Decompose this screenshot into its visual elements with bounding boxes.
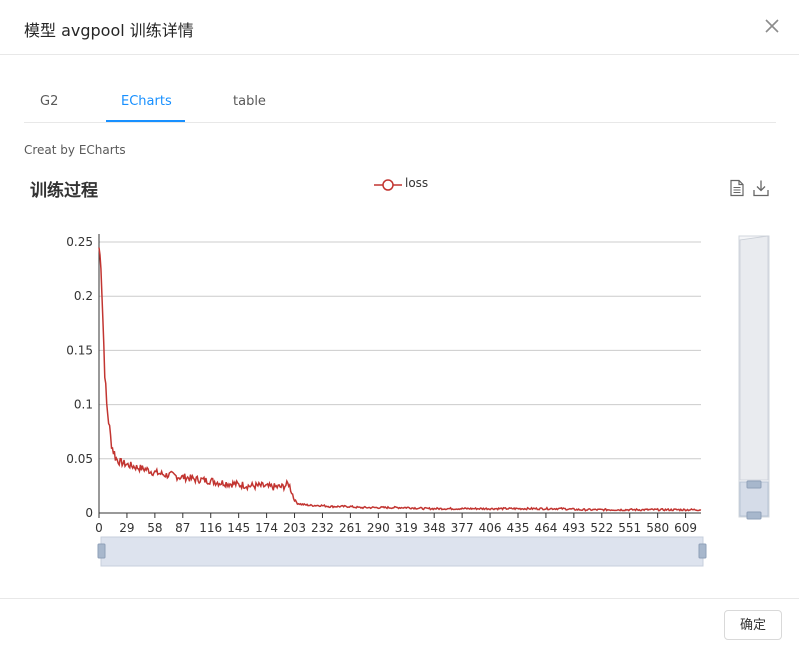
x-tick-label: 145 bbox=[227, 521, 250, 535]
confirm-button[interactable]: 确定 bbox=[724, 610, 782, 640]
x-tick-label: 493 bbox=[562, 521, 585, 535]
x-tick-label: 348 bbox=[423, 521, 446, 535]
x-tick-label: 232 bbox=[311, 521, 334, 535]
x-tick-label: 406 bbox=[479, 521, 502, 535]
dialog-header: 模型 avgpool 训练详情 bbox=[0, 0, 799, 55]
x-tick-label: 290 bbox=[367, 521, 390, 535]
dialog-footer bbox=[0, 598, 799, 647]
x-tick-label: 377 bbox=[451, 521, 474, 535]
y-tick-label: 0.2 bbox=[74, 289, 93, 303]
data-view-icon[interactable] bbox=[728, 179, 746, 197]
tab-echarts[interactable]: ECharts bbox=[121, 94, 172, 109]
x-tick-label: 464 bbox=[534, 521, 557, 535]
x-tick-label: 522 bbox=[590, 521, 613, 535]
legend-line-icon bbox=[374, 179, 402, 191]
x-tick-label: 551 bbox=[618, 521, 641, 535]
x-tick-label: 29 bbox=[119, 521, 134, 535]
legend-label: loss bbox=[405, 176, 429, 190]
y-datazoom-shadow bbox=[739, 235, 769, 481]
y-datazoom-handle-bottom[interactable] bbox=[746, 511, 762, 520]
y-datazoom-window[interactable] bbox=[739, 481, 769, 517]
y-datazoom-track[interactable] bbox=[738, 235, 770, 518]
close-icon[interactable] bbox=[760, 14, 784, 38]
y-tick-label: 0 bbox=[85, 506, 93, 520]
x-datazoom-handle-start[interactable] bbox=[97, 543, 106, 559]
x-tick-label: 203 bbox=[283, 521, 306, 535]
tab-table[interactable]: table bbox=[233, 94, 266, 109]
x-tick-label: 58 bbox=[147, 521, 162, 535]
tab-bar: G2 ECharts table bbox=[24, 80, 776, 123]
x-tick-label: 609 bbox=[674, 521, 697, 535]
dialog-title: 模型 avgpool 训练详情 bbox=[24, 21, 194, 40]
loss-series-line bbox=[98, 247, 702, 512]
save-as-image-icon[interactable] bbox=[752, 179, 770, 197]
y-tick-label: 0.15 bbox=[66, 343, 93, 357]
creat-by-label: Creat by ECharts bbox=[24, 143, 126, 157]
tab-g2[interactable]: G2 bbox=[40, 94, 59, 109]
x-tick-label: 116 bbox=[199, 521, 222, 535]
chart-title: 训练过程 bbox=[30, 181, 98, 201]
x-tick-label: 87 bbox=[175, 521, 190, 535]
x-tick-label: 174 bbox=[255, 521, 278, 535]
x-tick-label: 319 bbox=[395, 521, 418, 535]
x-tick-label: 580 bbox=[646, 521, 669, 535]
x-tick-label: 435 bbox=[507, 521, 530, 535]
y-tick-label: 0.1 bbox=[74, 398, 93, 412]
x-datazoom-slider[interactable] bbox=[100, 536, 704, 567]
x-datazoom-handle-end[interactable] bbox=[698, 543, 707, 559]
y-tick-label: 0.25 bbox=[66, 235, 93, 249]
y-datazoom-handle-top[interactable] bbox=[746, 480, 762, 489]
y-tick-label: 0.05 bbox=[66, 452, 93, 466]
x-tick-label: 0 bbox=[95, 521, 103, 535]
x-tick-label: 261 bbox=[339, 521, 362, 535]
tab-active-indicator bbox=[106, 120, 185, 122]
